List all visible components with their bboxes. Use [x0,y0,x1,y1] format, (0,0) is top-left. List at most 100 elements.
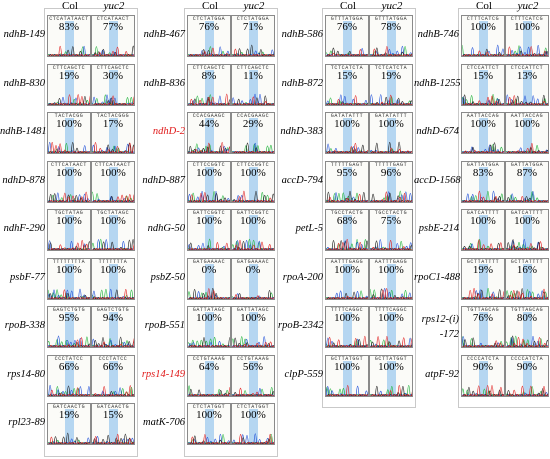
chromatogram-trace [92,336,134,347]
site-label: rpoB-551 [144,320,185,331]
editing-percentage-col: 68% [336,215,358,227]
chromatogram-panel-col: GCTTATTTT 19% [461,257,505,300]
chromatogram-panel-yuc2: GATCATTTT 100% [505,209,549,251]
trace-line [506,94,548,105]
chromatogram-panel-col: CCCTATCC 66% [47,354,91,397]
trace-line [188,191,230,202]
trace-line [48,240,90,250]
trace-line [462,190,504,202]
editing-site-highlight [65,215,74,250]
base-calls: CTTCCGGTC [192,161,226,168]
chromatogram-panel-yuc2: GCTTATTTT 16% [505,257,549,300]
editing-percentage-col: 76% [472,312,494,324]
chromatogram-panel-col: GATTATGGA 83% [461,160,505,203]
base-calls: CCACGAAGC [236,113,270,119]
chromatogram-trace [92,93,134,105]
trace-line [370,240,412,250]
site-label: ndhB-1255 [414,77,461,89]
base-calls: GATATATTT [374,113,408,119]
editing-site-highlight [479,21,488,56]
trace-line [232,190,274,202]
figure-column: Col yuc2 ndhB-149 CTCATATAACT 83% CTCATAACT 77… [0,0,138,459]
editing-percentage-yuc2: 16% [516,263,538,276]
site-label: ndhD-383 [280,126,323,137]
trace-line [232,151,274,153]
chromatogram-trace [506,287,548,299]
site-label: matK-706 [143,417,185,428]
chromatogram-panel-col: TCTCATCTA 15% [325,63,369,106]
base-calls: GATTATAGC [192,307,226,313]
editing-site-highlight [387,312,396,347]
editing-site-highlight [109,118,118,153]
base-calls: GATCATTTT [466,210,500,216]
chromatogram-trace [462,93,504,105]
chromatogram-panel-col: TGCCTACTG 68% [325,209,369,251]
editing-site-highlight [65,263,74,299]
base-calls: CTCTATGGT [192,404,226,410]
editing-percentage-yuc2: 71% [242,21,264,33]
site-label: ndhD-2 [152,126,185,137]
trace-line [92,191,133,202]
chromatogram-trace [232,289,274,299]
editing-percentage-col: 100% [56,166,82,179]
base-calls: CCACGAAGC [192,113,226,119]
base-calls: GATTATGGA [466,161,500,168]
editing-site-highlight [249,118,258,153]
chromatogram-trace [92,45,134,56]
trace-line [506,146,548,153]
chromatogram-row: rpoA-200 AATTTGAGG 100% AATTTGAGG 100% [278,257,413,300]
chromatogram-row: matK-706 CTCTATGGT 100% CTCTATGGT 100% [140,402,275,445]
trace-line [506,241,548,250]
chromatogram-trace [48,142,90,153]
trace-line [326,240,368,250]
site-label: psbZ-50 [150,271,185,283]
editing-percentage-yuc2: 100% [240,166,266,179]
trace-line [326,193,368,202]
chromatogram-row: ndhB-830 CTTCAGCTC 19% CTTCAGCTC 30% [0,63,135,106]
header-yuc2: yuc2 [517,0,539,12]
base-calls: CTCTATGGT [236,404,270,410]
chromatogram-trace [188,141,230,153]
trace-line [462,144,504,153]
editing-site-highlight [65,360,74,396]
base-calls: TGCCTACTG [330,210,364,216]
trace-line [506,288,548,299]
editing-percentage-yuc2: 13% [516,69,538,82]
editing-percentage-yuc2: 75% [380,215,402,227]
trace-line [462,288,504,299]
trace-line [188,141,230,153]
base-calls: TACTACGG [54,113,84,119]
editing-site-highlight [387,360,396,396]
site-label: rps12-(i) [421,314,459,325]
chromatogram-trace [370,335,412,347]
chromatogram-trace [188,287,230,299]
chromatogram-panel-col: CTTCAGCTC 19% [47,63,91,106]
base-calls: GAGTCTGTG [52,307,86,313]
chromatogram-panel-col: GCTTATGGT 100% [325,354,369,397]
trace-line [188,46,230,56]
editing-site-highlight [387,118,396,153]
chromatogram-trace [188,46,230,56]
editing-percentage-col: 100% [334,263,360,276]
trace-line [506,143,548,153]
chromatogram-row: rps14-80 CCCTATCC 66% CCCTATCC 66% [0,354,135,397]
chromatogram-trace [326,239,368,250]
trace-line [232,239,274,250]
chromatogram-panel-yuc2: TCTCATCTA 19% [369,63,413,106]
editing-percentage-yuc2: 100% [240,215,266,227]
chromatogram-trace [370,93,412,105]
chromatogram-trace [92,238,134,250]
trace-line [48,341,90,347]
trace-line [370,47,412,56]
editing-site-highlight [109,360,118,396]
trace-line [462,242,504,250]
editing-percentage-yuc2: 100% [240,409,266,421]
chromatogram-trace [462,336,504,347]
chromatogram-trace [462,190,504,202]
trace-line [462,386,504,396]
chromatogram-panel-col: TACTACGG 100% [47,112,91,154]
chromatogram-panel-yuc2: CTTCATAACT 100% [91,160,135,203]
site-label: rpoB-338 [4,320,45,331]
chromatogram-row: psbF-77 TTTTTTTTA 100% TTTTTTTA 100% [0,257,135,300]
editing-percentage-col: 100% [470,215,496,227]
